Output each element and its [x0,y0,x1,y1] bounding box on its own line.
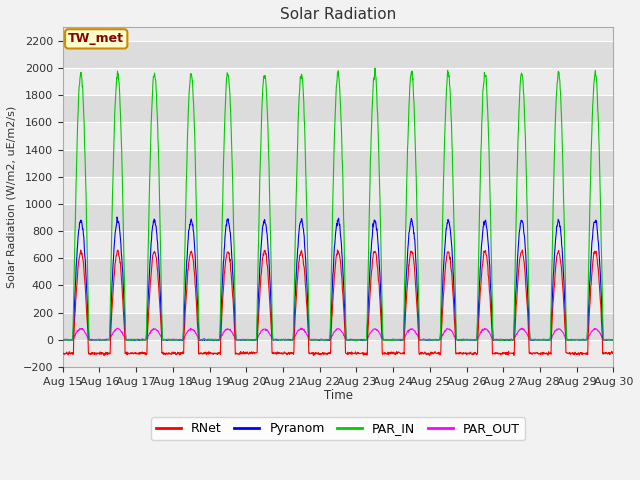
PAR_OUT [181,333,189,338]
RNet [496,350,504,356]
Bar [63,286,613,312]
X-axis label: Time: Time [324,389,353,402]
PAR_IN [545,337,552,343]
Bar [63,41,613,68]
Bar [63,122,613,150]
PAR_IN [424,336,432,342]
RNet [182,304,189,310]
Bar [63,258,613,286]
RNet [333,247,341,253]
Bar [63,204,613,231]
Pyranom [545,337,552,343]
RNet [609,350,617,356]
PAR_OUT [168,337,175,343]
PAR_OUT [243,337,251,343]
Title: Solar Radiation: Solar Radiation [280,7,396,22]
RNet [545,349,552,355]
Pyranom [59,337,67,343]
Pyranom [424,337,431,343]
Y-axis label: Solar Radiation (W/m2, uE/m2/s): Solar Radiation (W/m2, uE/m2/s) [7,106,17,288]
PAR_IN [243,336,251,342]
Bar [63,177,613,204]
PAR_IN [609,337,617,343]
Bar [63,312,613,340]
Line: PAR_OUT: PAR_OUT [63,328,613,340]
Text: TW_met: TW_met [68,32,124,46]
Bar [63,95,613,122]
Bar [63,340,613,367]
PAR_OUT [545,337,552,343]
PAR_OUT [609,336,617,342]
RNet [424,351,432,357]
Bar [63,231,613,258]
PAR_IN [168,337,175,343]
PAR_IN [496,337,504,343]
Pyranom [496,337,504,343]
Pyranom [609,337,617,343]
Pyranom [182,283,189,288]
PAR_IN [388,338,396,344]
PAR_OUT [59,337,67,343]
Line: Pyranom: Pyranom [63,217,613,340]
RNet [59,350,67,356]
PAR_OUT [424,336,431,342]
Pyranom [113,214,121,220]
RNet [168,349,176,355]
Line: RNet: RNet [63,250,613,356]
PAR_IN [181,232,189,238]
Bar [63,68,613,95]
Legend: RNet, Pyranom, PAR_IN, PAR_OUT: RNet, Pyranom, PAR_IN, PAR_OUT [151,418,525,440]
PAR_IN [59,337,67,343]
RNet [243,350,251,356]
Pyranom [168,337,176,343]
PAR_IN [371,65,379,71]
Pyranom [500,337,508,343]
RNet [100,353,108,359]
PAR_OUT [297,325,305,331]
Line: PAR_IN: PAR_IN [63,68,613,341]
PAR_OUT [496,337,504,343]
Pyranom [243,336,251,342]
Bar [63,150,613,177]
